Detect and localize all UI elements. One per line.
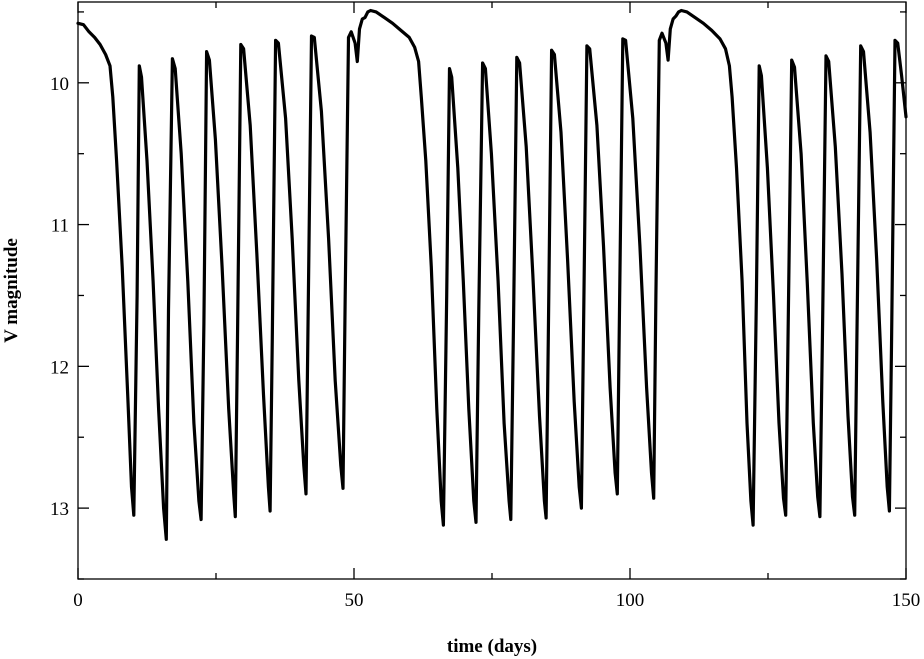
y-tick-label: 10 xyxy=(50,74,69,95)
axis-ticks: 0 50 100 150 10 11 12 13 xyxy=(50,2,920,611)
x-tick-label: 100 xyxy=(616,590,645,611)
x-tick-label: 0 xyxy=(73,590,83,611)
x-tick-label: 150 xyxy=(892,590,921,611)
x-tick-label: 50 xyxy=(345,590,364,611)
y-axis-title: V magnitude xyxy=(1,238,22,343)
x-axis-title: time (days) xyxy=(447,636,537,657)
y-tick-label: 11 xyxy=(51,216,69,237)
y-tick-label: 13 xyxy=(50,499,69,520)
y-tick-label: 12 xyxy=(50,357,69,378)
series-line-v-magnitude xyxy=(76,8,908,541)
